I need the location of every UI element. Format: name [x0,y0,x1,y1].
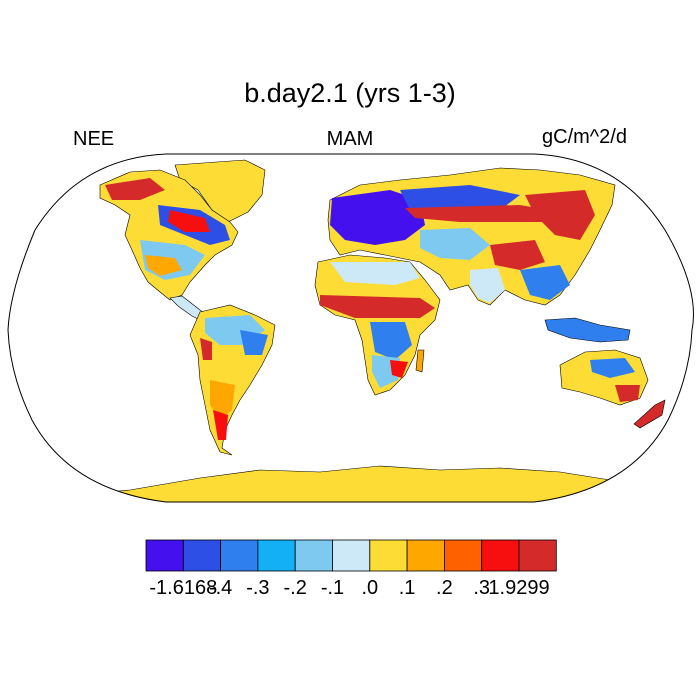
colorbar-tick-label: -.3 [246,577,270,599]
colorbar-box [294,539,333,572]
colorbar-box [481,539,520,572]
asia-light-india [470,268,505,303]
sa-orange-south [210,380,235,420]
sa-red-tip [213,410,228,440]
asia-blue-se [520,265,570,300]
season-label: MAM [326,128,374,150]
colorbar-box [332,539,371,572]
colorbar-box [443,539,483,572]
na-red-center [168,210,210,232]
north-america [99,169,239,301]
eu-blue [330,190,425,245]
asia-red-tibet [490,240,545,270]
colorbar-tick-label: .1 [398,577,416,599]
colorbar-tick-label: .2 [436,577,453,599]
sa-red-west [200,338,212,360]
asia-red-band [405,205,560,222]
na-red-north [105,178,165,200]
plot-title: b.day2.1 (yrs 1-3) [244,78,456,108]
sa-blue-east [240,330,268,355]
colorbar-box [257,539,296,572]
colorbar-box [145,539,184,572]
aus-red-east [615,385,640,402]
colorbar-tick-label: -.4 [208,577,233,599]
aus-blue [590,358,635,378]
na-orange-south [145,255,182,276]
colorbar-tick-label: -.2 [283,577,307,599]
colorbar-box [406,539,445,572]
madagascar [415,349,425,373]
colorbar-tick-label: -1.6168 [149,577,218,599]
asia-red-east [525,190,595,240]
colorbar-box [518,539,557,572]
map-border [7,153,694,503]
colorbar-tick-label: 1.9299 [488,577,550,599]
africa-light-north [330,262,420,285]
colorbar-box [369,539,408,572]
africa-red-sahel [320,295,435,318]
africa-blue-center [370,322,412,360]
asia-blue-north [400,185,520,212]
units-label: gC/m^2/d [542,126,627,148]
se-asia-islands [544,317,631,343]
variable-label: NEE [73,128,115,150]
colorbar-tick-label: .3 [473,577,491,599]
new-zealand [633,399,666,429]
colorbar-tick-label: .0 [361,577,379,599]
colorbar-box [182,539,222,572]
antarctica [8,465,694,502]
colorbar-tick-label: -.1 [320,577,345,599]
asia-light-mid [420,228,490,260]
africa-red-south [390,360,408,378]
colorbar-box [220,539,259,572]
